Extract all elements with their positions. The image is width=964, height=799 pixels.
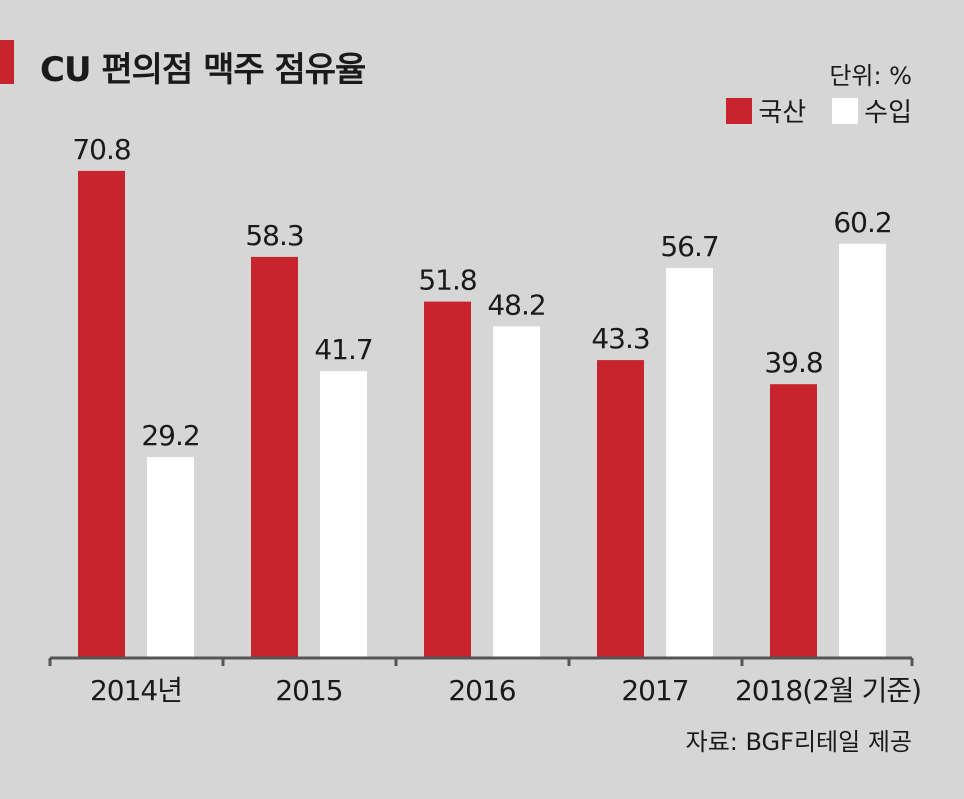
x-tick-label-0: 2014년 [90, 674, 182, 707]
legend-swatch-imported [832, 97, 859, 124]
data-label-domestic-4: 39.8 [764, 346, 822, 379]
bar-domestic-4 [770, 384, 817, 658]
x-tick-label-3: 2017 [621, 674, 688, 707]
legend-label-imported: 수입 [864, 98, 912, 128]
bar-domestic-3 [597, 360, 644, 658]
data-label-imported-0: 29.2 [141, 419, 199, 452]
bar-domestic-0 [78, 170, 125, 658]
x-tick-label-4: 2018(2월 기준) [735, 674, 921, 707]
data-label-imported-3: 56.7 [660, 230, 718, 263]
data-label-imported-4: 60.2 [833, 206, 891, 239]
legend-item-imported: 수입 [832, 92, 912, 129]
bar-imported-2 [493, 326, 540, 658]
bar-imported-4 [839, 243, 886, 658]
bar-domestic-2 [424, 301, 471, 658]
bar-domestic-1 [251, 256, 298, 658]
x-tick-label-2: 2016 [448, 674, 515, 707]
data-label-domestic-3: 43.3 [591, 322, 649, 355]
source-note: 자료: BGF리테일 제공 [685, 728, 912, 756]
x-tick-label-1: 2015 [275, 674, 342, 707]
bar-imported-1 [320, 371, 367, 658]
chart-title: CU 편의점 맥주 점유율 [40, 50, 366, 90]
title-accent-bar [0, 40, 14, 84]
data-label-imported-2: 48.2 [487, 288, 545, 321]
data-label-domestic-2: 51.8 [418, 264, 476, 297]
bar-imported-0 [147, 457, 194, 658]
legend-item-domestic: 국산 [726, 92, 806, 129]
data-label-domestic-0: 70.8 [72, 133, 130, 166]
legend-swatch-domestic [726, 97, 753, 124]
bar-imported-3 [666, 267, 713, 658]
unit-label: 단위: % [829, 62, 912, 90]
data-label-domestic-1: 58.3 [245, 219, 303, 252]
data-label-imported-1: 41.7 [314, 333, 372, 366]
legend-label-domestic: 국산 [758, 98, 807, 128]
legend: 국산 수입 [708, 92, 912, 129]
